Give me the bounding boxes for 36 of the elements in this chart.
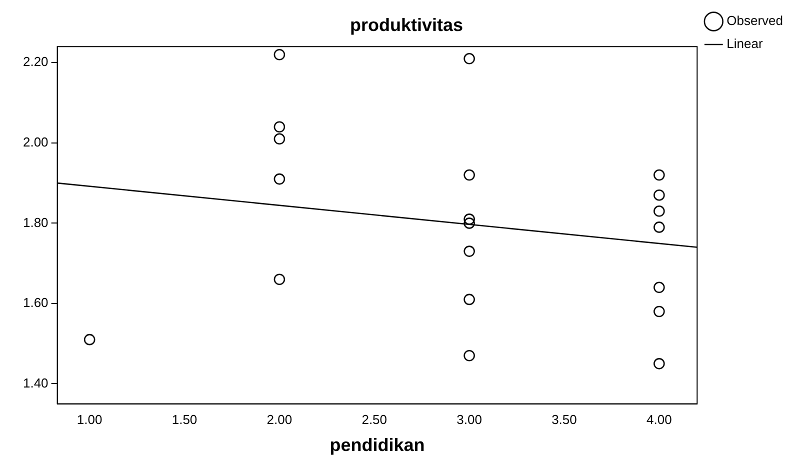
x-tick-label: 3.50	[552, 412, 577, 428]
x-tick-label: 2.00	[266, 412, 292, 428]
y-tick-label: 1.80	[22, 214, 48, 230]
point	[654, 358, 665, 370]
point	[274, 133, 286, 145]
point	[464, 169, 475, 181]
point	[84, 334, 96, 346]
legend-label: Linear	[726, 36, 764, 52]
point	[654, 169, 665, 181]
point	[654, 282, 665, 294]
point	[464, 214, 475, 225]
y-tick-label: 2.00	[22, 134, 48, 150]
legend-label: Observed	[726, 13, 784, 28]
point	[274, 48, 286, 60]
point	[464, 52, 475, 64]
x-tick-label: 4.00	[646, 412, 672, 428]
point	[274, 173, 286, 185]
x-tick-label: 2.50	[362, 412, 388, 428]
point	[274, 121, 286, 133]
x-tick-label: 1.50	[172, 412, 198, 428]
y-tick-label: 2.20	[22, 54, 48, 70]
x-tick-label: 3.00	[456, 412, 482, 428]
point	[464, 350, 475, 362]
point	[654, 189, 665, 201]
point	[464, 246, 475, 257]
point	[464, 218, 475, 229]
point	[654, 206, 665, 217]
chart-title: produktivitas	[350, 14, 464, 35]
point	[464, 294, 475, 306]
y-tick-label: 1.60	[22, 295, 48, 310]
point	[654, 222, 665, 233]
x-axis-title: pendidikan	[330, 435, 425, 456]
point	[274, 274, 286, 286]
y-tick-label: 1.40	[22, 375, 48, 390]
x-tick-label: 1.00	[76, 412, 102, 428]
point	[654, 306, 665, 318]
